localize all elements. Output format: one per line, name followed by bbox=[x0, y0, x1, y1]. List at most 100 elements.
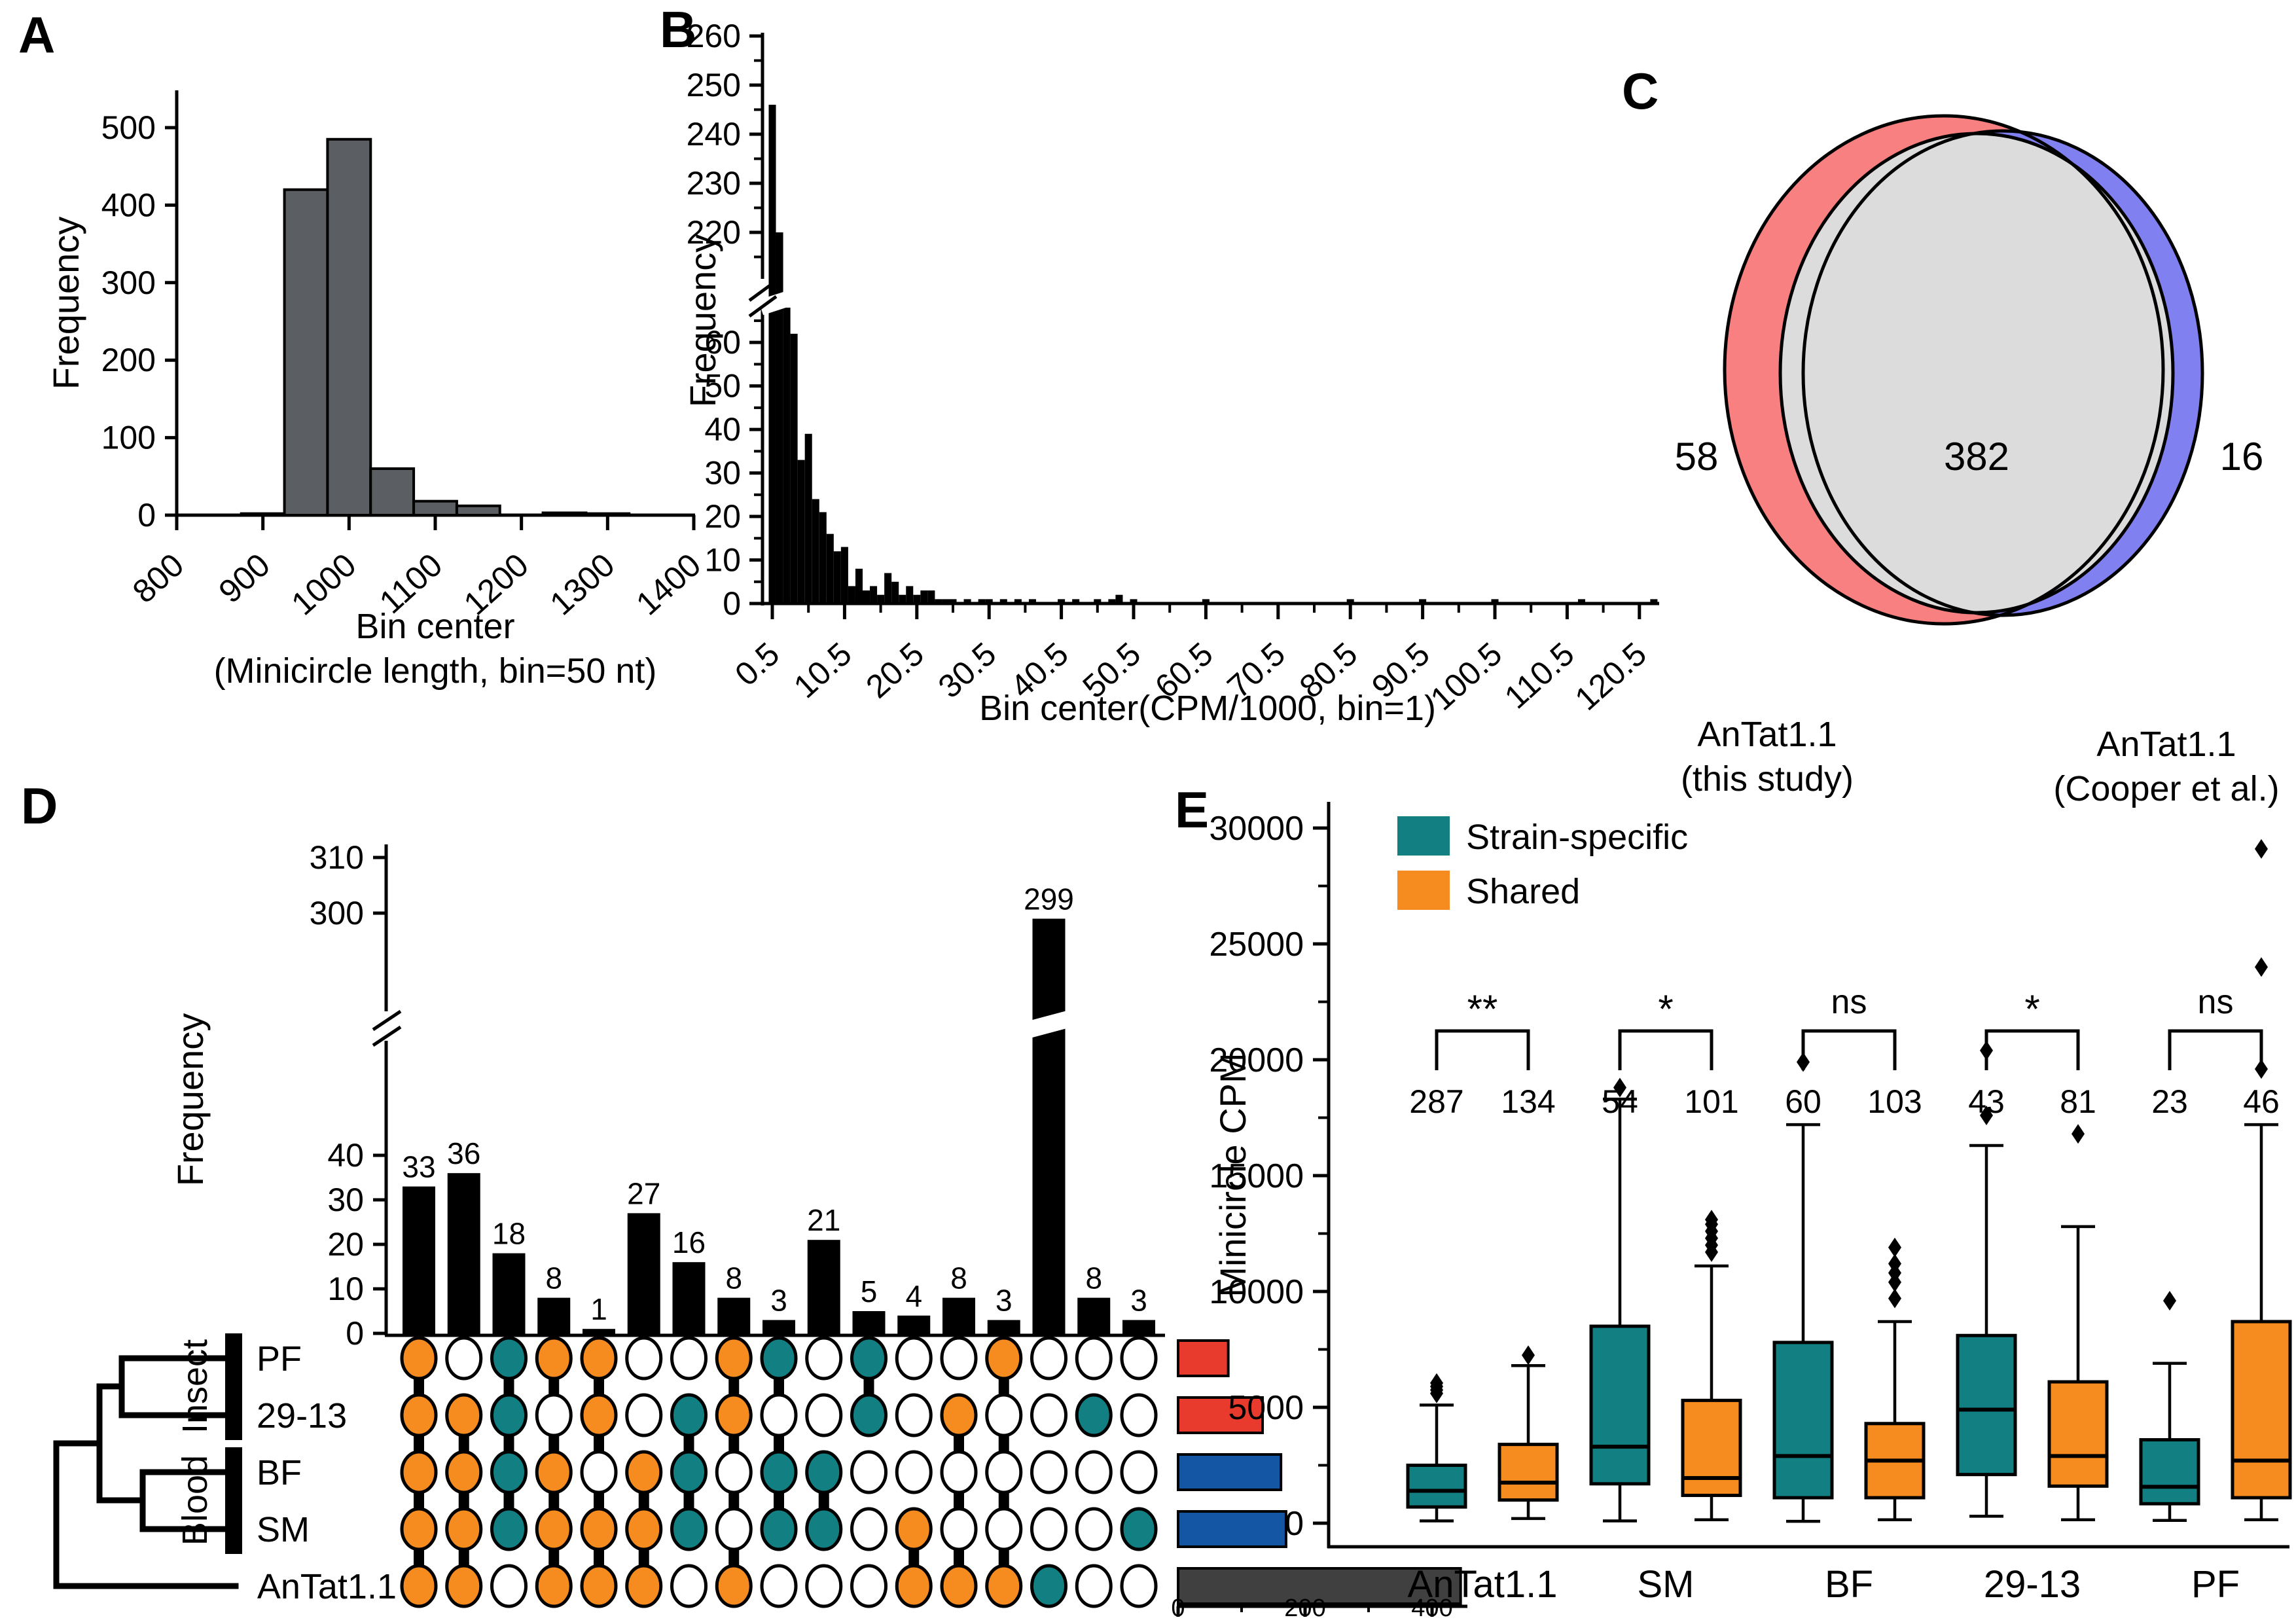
intersection-bar-value: 33 bbox=[402, 1150, 435, 1184]
intersection-bar bbox=[1077, 1297, 1111, 1335]
significance-label: * bbox=[2024, 987, 2039, 1031]
matrix-dot bbox=[805, 1450, 843, 1494]
intersection-bar-value: 1 bbox=[590, 1292, 607, 1326]
significance-bracket bbox=[1984, 1029, 2080, 1070]
outlier-diamond bbox=[2255, 839, 2268, 859]
y-tick-label: 40 bbox=[704, 411, 741, 448]
matrix-row-label: BF bbox=[257, 1453, 302, 1492]
group-bar-insect bbox=[225, 1333, 242, 1440]
matrix-dot bbox=[940, 1393, 978, 1437]
y-tick-label: 20000 bbox=[1209, 1041, 1304, 1079]
outlier-diamond bbox=[1430, 1373, 1443, 1393]
matrix-dot bbox=[580, 1393, 618, 1437]
matrix-dot bbox=[1075, 1393, 1113, 1437]
venn-right-outline bbox=[1801, 129, 2204, 617]
matrix-dot bbox=[850, 1507, 888, 1551]
matrix-dot bbox=[1030, 1507, 1067, 1551]
intersection-bar-value: 36 bbox=[447, 1136, 480, 1170]
y-tick-label: 240 bbox=[687, 116, 741, 153]
histogram-bar bbox=[1346, 599, 1354, 604]
panel-e-letter: E bbox=[1175, 781, 1210, 839]
y-tick-label: 10000 bbox=[1209, 1273, 1304, 1311]
histogram-bar bbox=[1130, 599, 1138, 604]
matrix-dot bbox=[580, 1336, 618, 1380]
histogram-bar bbox=[978, 599, 986, 604]
intersection-bar bbox=[942, 1297, 975, 1335]
group-label: BF bbox=[1825, 1563, 1873, 1606]
n-count-label: 60 bbox=[1785, 1083, 1821, 1120]
matrix-dot bbox=[445, 1450, 483, 1494]
y-tick-label: 500 bbox=[101, 109, 156, 146]
y-axis-label: Frequency bbox=[170, 1013, 211, 1187]
matrix-dot bbox=[850, 1450, 888, 1494]
x-axis-label-line1: Bin center bbox=[355, 607, 514, 646]
matrix-dot bbox=[580, 1507, 618, 1551]
y-tick-label: 5000 bbox=[1228, 1389, 1304, 1427]
box bbox=[1681, 1398, 1742, 1498]
intersection-bar bbox=[627, 1213, 660, 1335]
significance-bracket bbox=[1435, 1029, 1530, 1070]
matrix-dot bbox=[760, 1507, 798, 1551]
legend-swatch-shared bbox=[1397, 871, 1450, 910]
histogram-bar bbox=[1028, 599, 1036, 604]
matrix-dot bbox=[940, 1450, 978, 1494]
set-size-bar bbox=[1177, 1567, 1462, 1605]
y-tick-label: 15000 bbox=[1209, 1157, 1304, 1195]
legend-label-strain-specific: Strain-specific bbox=[1466, 818, 1688, 857]
histogram-bar bbox=[999, 599, 1007, 604]
matrix-dot bbox=[1120, 1564, 1158, 1608]
matrix-dot bbox=[760, 1336, 798, 1380]
histogram-bar bbox=[1577, 599, 1585, 604]
matrix-dot bbox=[625, 1393, 663, 1437]
matrix-dot bbox=[895, 1393, 933, 1437]
intersection-bar-value: 4 bbox=[905, 1279, 922, 1313]
matrix-row-label: AnTat1.1 bbox=[257, 1567, 397, 1606]
outlier-diamond bbox=[1613, 1077, 1626, 1098]
matrix-dot bbox=[670, 1393, 708, 1437]
outlier-diamond bbox=[2072, 1124, 2085, 1144]
n-count-label: 23 bbox=[2151, 1083, 2188, 1120]
histogram-bar bbox=[906, 586, 914, 604]
set-size-tick-label: 200 bbox=[1284, 1595, 1325, 1622]
matrix-dot bbox=[760, 1564, 798, 1608]
matrix-dot bbox=[535, 1564, 573, 1608]
matrix-dot bbox=[400, 1393, 438, 1437]
matrix-dot bbox=[760, 1450, 798, 1494]
x-axis-label-line2: (Minicircle length, bin=50 nt) bbox=[214, 651, 657, 691]
matrix-dot bbox=[580, 1450, 618, 1494]
histogram-bar bbox=[863, 590, 870, 604]
n-count-label: 43 bbox=[1968, 1083, 2005, 1120]
matrix-dot bbox=[1120, 1450, 1158, 1494]
group-label: 29-13 bbox=[1984, 1563, 2081, 1606]
matrix-dot bbox=[760, 1393, 798, 1437]
venn-right-label-line2: (Cooper et al.) bbox=[2053, 769, 2279, 808]
histogram-bar bbox=[942, 599, 950, 604]
histogram-bar bbox=[985, 599, 993, 604]
histogram-bar bbox=[840, 547, 848, 604]
histogram-bar bbox=[855, 568, 863, 604]
y-tick-label: 10 bbox=[704, 542, 741, 579]
y-tick-label: 30 bbox=[704, 455, 741, 492]
venn-intersection bbox=[1780, 134, 2173, 613]
histogram-bar bbox=[949, 599, 957, 604]
matrix-dot bbox=[1030, 1450, 1067, 1494]
venn-right-label-line1: AnTat1.1 bbox=[2096, 725, 2236, 764]
y-tick-label: 300 bbox=[310, 895, 364, 931]
intersection-bar bbox=[537, 1297, 571, 1335]
significance-bracket bbox=[1801, 1029, 1897, 1070]
matrix-dot bbox=[1075, 1564, 1113, 1608]
box bbox=[1589, 1324, 1651, 1486]
matrix-dot bbox=[940, 1336, 978, 1380]
matrix-dot bbox=[490, 1336, 528, 1380]
significance-label: ns bbox=[1831, 983, 1867, 1021]
matrix-dot bbox=[805, 1507, 843, 1551]
histogram-bar bbox=[1650, 599, 1658, 604]
matrix-dot bbox=[985, 1393, 1023, 1437]
matrix-dot bbox=[670, 1450, 708, 1494]
axis-break-slash bbox=[372, 1009, 402, 1032]
matrix-dot bbox=[985, 1336, 1023, 1380]
y-tick-label: 200 bbox=[101, 342, 156, 378]
outlier-diamond bbox=[1888, 1254, 1901, 1274]
